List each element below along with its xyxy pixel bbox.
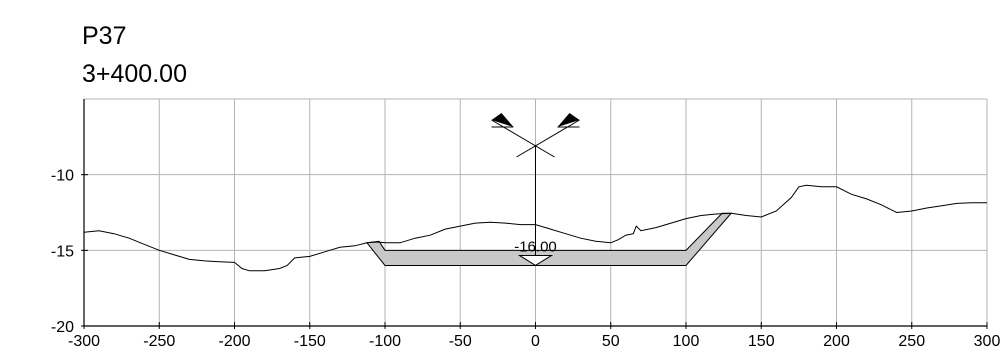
x-tick-label: 150 [748, 333, 775, 350]
x-tick-label: -250 [143, 333, 175, 350]
x-tick-label: 200 [823, 333, 850, 350]
cross-line-b [516, 119, 580, 158]
x-tick-label: -100 [369, 333, 401, 350]
y-tick-label: -10 [51, 168, 74, 185]
x-tick-label: 100 [673, 333, 700, 350]
right-flag-icon [557, 113, 580, 127]
x-tick-label: 250 [898, 333, 925, 350]
terrain-profile [83, 184, 987, 272]
x-tick-label: 50 [602, 333, 620, 350]
x-tick-label: -150 [294, 333, 326, 350]
tick-labels: -300 -250 -200 -150 -100 -50 0 50 100 150 200 250 30… [51, 168, 1001, 350]
x-tick-label: -300 [68, 333, 100, 350]
axes [81, 99, 988, 329]
profile-title: P37 [82, 22, 127, 50]
station-label: 3+400.00 [82, 60, 187, 88]
x-tick-label: 300 [974, 333, 1001, 350]
y-tick-label: -15 [51, 243, 74, 260]
left-flag-icon [491, 113, 514, 127]
cross-line-a [491, 119, 555, 158]
y-tick-label: -20 [51, 319, 74, 336]
profile-line [83, 184, 987, 272]
centerline-marker [491, 113, 580, 256]
x-tick-label: 0 [531, 333, 540, 350]
x-tick-label: -50 [449, 333, 472, 350]
x-tick-label: -200 [218, 333, 250, 350]
